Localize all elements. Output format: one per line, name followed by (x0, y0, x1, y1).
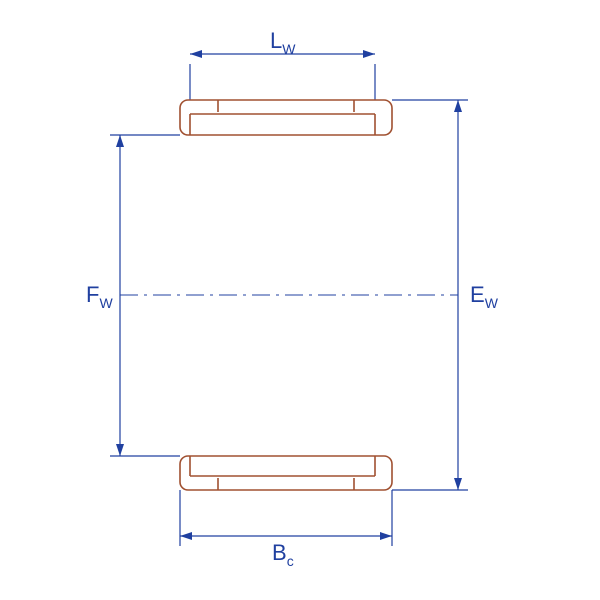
label-Lw: LW (270, 28, 296, 57)
part-section-top (180, 100, 392, 135)
part-section-bottom (180, 456, 392, 490)
bearing-cross-section-diagram: LW Bc FW EW (0, 0, 600, 600)
label-Ew: EW (470, 282, 499, 311)
label-Bc: Bc (272, 540, 294, 569)
label-Fw: FW (86, 282, 113, 311)
